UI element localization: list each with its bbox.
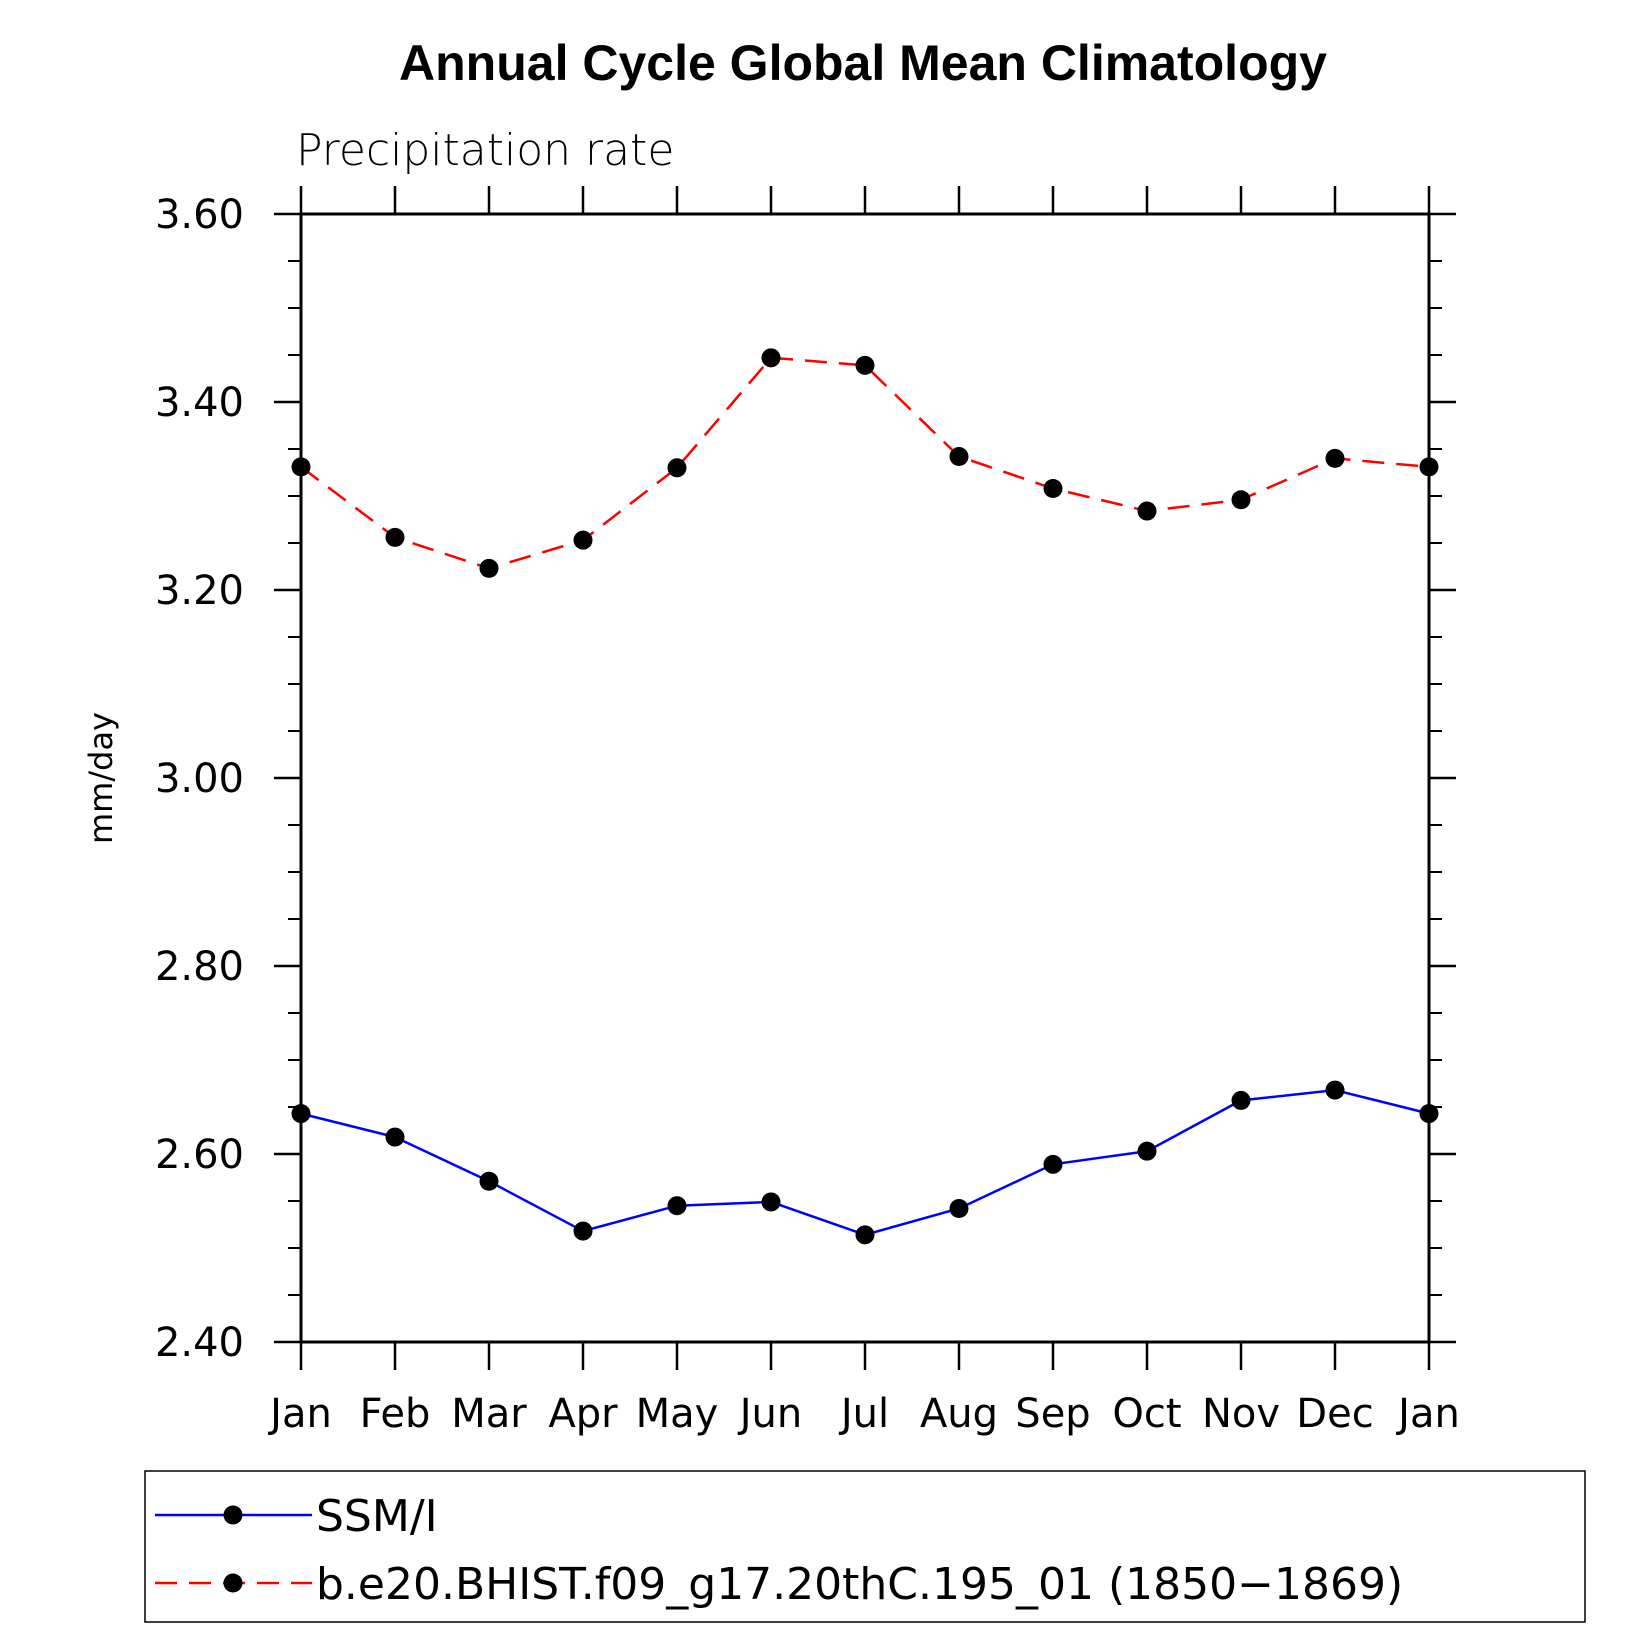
y-tick-label: 3.20 — [155, 568, 244, 614]
y-tick-label: 3.40 — [155, 380, 244, 426]
series-point — [479, 558, 499, 578]
x-tick-label: Dec — [1296, 1391, 1373, 1437]
series-layer — [291, 348, 1439, 1245]
x-tick-label: Oct — [1112, 1391, 1181, 1437]
axis-ticks — [274, 186, 1456, 1370]
series-point — [1137, 1141, 1157, 1161]
series-point — [667, 458, 687, 478]
x-tick-label: Feb — [360, 1391, 431, 1437]
legend-label: b.e20.BHIST.f09_g17.20thC.195_01 (1850−1… — [316, 1559, 1403, 1610]
legend-marker — [223, 1505, 243, 1525]
x-tick-label: May — [636, 1391, 719, 1437]
series-point — [479, 1171, 499, 1191]
plot-frame — [299, 212, 1431, 1344]
x-tick-label: Sep — [1015, 1391, 1090, 1437]
series-point — [761, 348, 781, 368]
legend — [144, 1470, 1586, 1623]
series-point — [1419, 457, 1439, 477]
series-point — [291, 457, 311, 477]
series-point — [1419, 1104, 1439, 1124]
series-point — [573, 530, 593, 550]
series-point — [385, 1127, 405, 1147]
series-point — [1043, 1154, 1063, 1174]
x-tick-label: Jul — [838, 1391, 889, 1437]
series-point — [949, 1199, 969, 1219]
series-line — [300, 356, 1430, 570]
x-tick-label: Jan — [1395, 1391, 1460, 1437]
y-tick-label: 2.40 — [155, 1320, 244, 1366]
series-line — [300, 1088, 1430, 1237]
series-point — [385, 527, 405, 547]
chart-title: Annual Cycle Global Mean Climatology — [399, 35, 1327, 91]
x-tick-label: Mar — [451, 1391, 527, 1437]
series-point — [855, 355, 875, 375]
series-point — [573, 1221, 593, 1241]
x-tick-label: Aug — [920, 1391, 998, 1437]
series-point — [1325, 448, 1345, 468]
series-point — [291, 1104, 311, 1124]
series-point — [1231, 490, 1251, 510]
x-tick-label: Jan — [267, 1391, 332, 1437]
chart-subtitle: Precipitation rate — [296, 125, 674, 176]
series-point — [949, 447, 969, 467]
legend-entries: SSM/I b.e20.BHIST.f09_g17.20thC.195_01 (1… — [155, 1491, 1403, 1610]
y-tick-label: 2.60 — [155, 1132, 244, 1178]
y-tick-label: 3.00 — [155, 756, 244, 802]
series-point — [1231, 1090, 1251, 1110]
series-point — [667, 1196, 687, 1216]
y-tick-label: 2.80 — [155, 944, 244, 990]
series-point — [761, 1192, 781, 1212]
series-point — [1137, 501, 1157, 521]
x-tick-label: Nov — [1202, 1391, 1280, 1437]
y-tick-labels: 2.40 2.60 2.80 3.00 3.20 3.40 3.60 — [155, 192, 244, 1366]
y-tick-label: 3.60 — [155, 192, 244, 238]
series-point — [1325, 1080, 1345, 1100]
x-tick-label: Apr — [548, 1391, 618, 1437]
legend-marker — [223, 1573, 243, 1593]
series-point — [855, 1225, 875, 1245]
x-tick-labels: Jan Feb Mar Apr May Jun Jul Aug Sep Oct Nov Dec Jan — [267, 1391, 1460, 1437]
x-tick-label: Jun — [737, 1391, 803, 1437]
legend-label: SSM/I — [316, 1491, 438, 1542]
y-axis-label: mm/day — [82, 712, 120, 844]
series-point — [1043, 478, 1063, 498]
